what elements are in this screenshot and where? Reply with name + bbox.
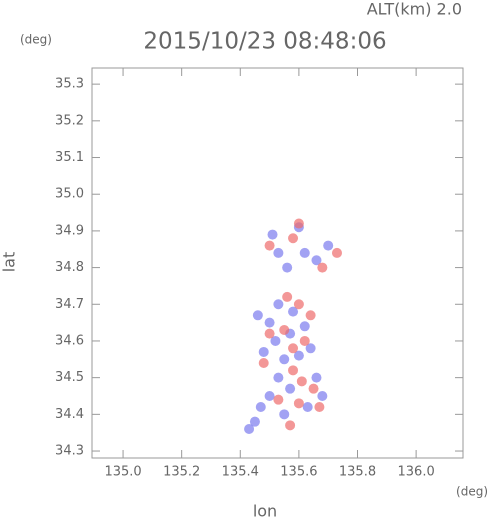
echo-point: [258, 346, 269, 357]
echo-point: [285, 420, 296, 431]
x-tick-label: 135.4: [222, 465, 259, 480]
x-tick-label: 135.2: [163, 465, 200, 480]
echo-point: [270, 335, 281, 346]
y-tick-label: 34.7: [55, 297, 84, 312]
echo-point: [331, 247, 342, 258]
y-tick-label: 35.2: [55, 113, 84, 128]
echo-point: [293, 218, 304, 229]
echo-point: [296, 376, 307, 387]
echo-point: [299, 247, 310, 258]
x-axis-label: lon: [253, 502, 277, 521]
y-tick-label: 34.8: [55, 260, 84, 275]
echo-point: [288, 343, 299, 354]
echo-point: [249, 416, 260, 427]
echo-point: [279, 354, 290, 365]
echo-point: [293, 398, 304, 409]
echo-point: [305, 343, 316, 354]
echo-point: [317, 390, 328, 401]
echo-point: [279, 324, 290, 335]
echo-point: [302, 402, 313, 413]
echo-point: [308, 383, 319, 394]
echo-point: [255, 402, 266, 413]
echo-point: [293, 350, 304, 361]
echo-point: [282, 262, 293, 273]
echo-point: [299, 321, 310, 332]
echo-point: [282, 291, 293, 302]
echo-point: [264, 317, 275, 328]
echo-point: [285, 383, 296, 394]
echo-point: [323, 240, 334, 251]
x-tick-label: 135.0: [104, 465, 141, 480]
echo-point: [258, 357, 269, 368]
echo-point: [317, 262, 328, 273]
echo-point: [314, 402, 325, 413]
echo-point: [299, 335, 310, 346]
echo-point: [288, 233, 299, 244]
altitude-label: ALT(km) 2.0: [367, 0, 462, 19]
echo-point: [252, 310, 263, 321]
echo-point: [311, 372, 322, 383]
y-tick-label: 34.6: [55, 333, 84, 348]
x-unit: (deg): [456, 485, 488, 499]
echo-point: [273, 394, 284, 405]
echo-point: [305, 310, 316, 321]
y-tick-label: 34.4: [55, 407, 84, 422]
chart-title: 2015/10/23 08:48:06: [143, 29, 386, 55]
x-tick-label: 135.8: [339, 465, 376, 480]
echo-point: [288, 365, 299, 376]
y-tick-label: 34.5: [55, 370, 84, 385]
echo-point: [288, 306, 299, 317]
echo-point: [244, 424, 255, 435]
echo-point: [279, 409, 290, 420]
echo-point: [311, 255, 322, 266]
echo-point: [264, 240, 275, 251]
echo-point: [273, 372, 284, 383]
plot-frame: [91, 67, 464, 459]
y-tick-label: 35.0: [55, 187, 84, 202]
echo-point: [273, 299, 284, 310]
y-tick-label: 35.1: [55, 150, 84, 165]
y-axis-label: lat: [0, 252, 19, 273]
echo-point: [273, 247, 284, 258]
y-tick-label: 35.3: [55, 77, 84, 92]
y-tick-label: 34.3: [55, 444, 84, 459]
x-tick-label: 135.6: [280, 465, 317, 480]
echo-point: [264, 328, 275, 339]
x-tick-label: 136.0: [398, 465, 435, 480]
echo-point: [264, 390, 275, 401]
y-unit: (deg): [20, 33, 52, 47]
echo-point: [293, 299, 304, 310]
echo-point: [267, 229, 278, 240]
y-tick-label: 34.9: [55, 223, 84, 238]
